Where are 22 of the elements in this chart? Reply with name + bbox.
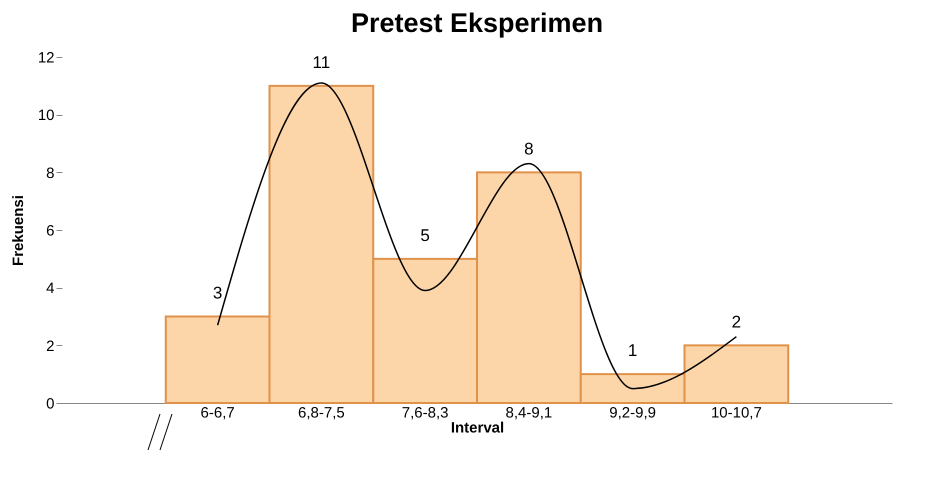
y-tick-label: 12 [38,50,54,66]
y-tick-label: 8 [46,164,54,182]
data-label: 5 [420,226,430,245]
y-tick-label: 0 [46,396,54,412]
x-tick-label: 8,4-9,1 [506,404,552,422]
y-axis-title: Frekuensi [10,195,27,266]
y-tick-label: 4 [46,280,54,298]
data-label: 8 [524,139,534,158]
x-tick-label: 9,2-9,9 [609,404,656,422]
data-label: 11 [312,52,330,72]
y-tick-label: 10 [38,107,54,124]
data-label: 1 [628,341,638,360]
y-tick-label: 2 [46,338,54,355]
y-tick-label: 6 [46,222,54,240]
data-label: 2 [732,312,742,332]
x-axis-title: Interval [450,420,504,436]
data-label: 3 [212,284,222,302]
x-tick-label: 10-10,7 [710,404,762,422]
x-tick-label: 6,8-7,5 [298,404,345,422]
x-tick-label: 7,6-8,3 [402,404,448,422]
x-tick-label: 6-6,7 [200,404,235,422]
chart-title: Pretest Eksperimen [350,8,604,38]
